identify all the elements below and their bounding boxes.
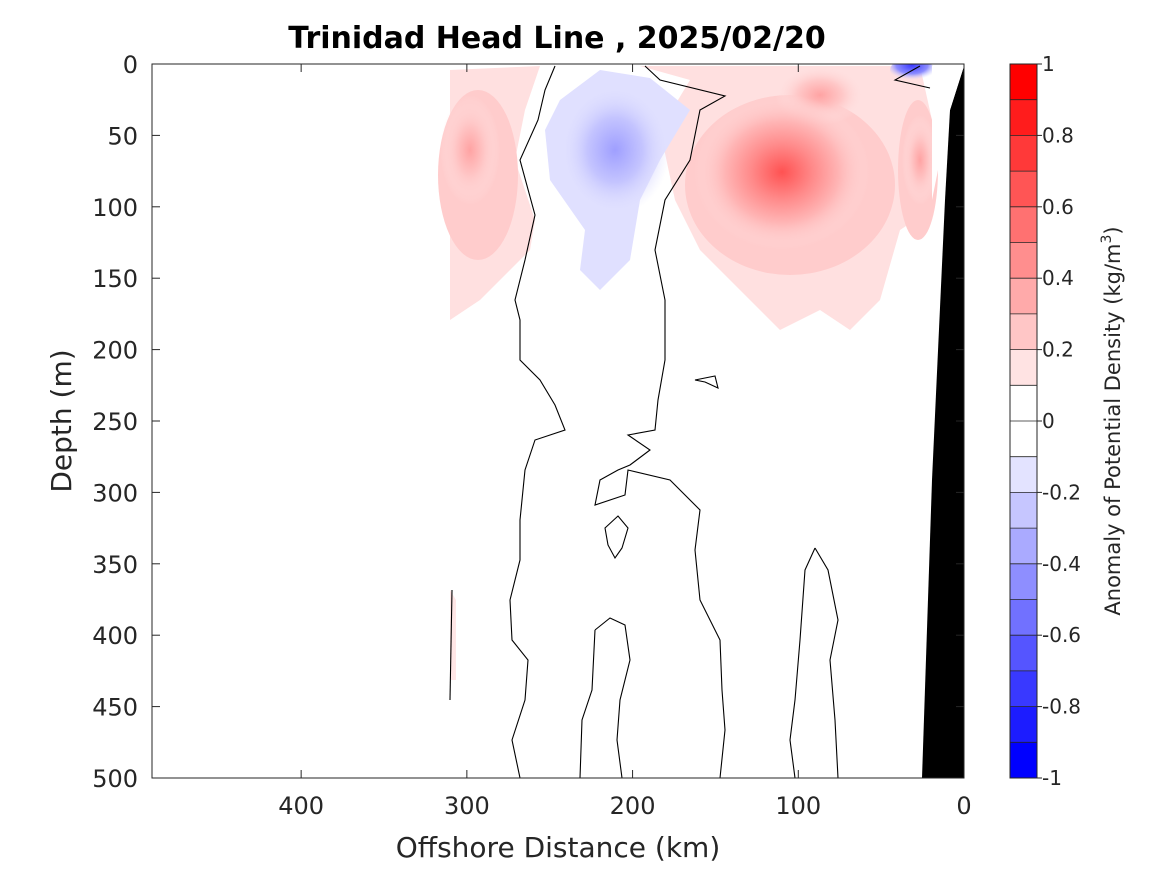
x-tick-label: 400 [278, 792, 324, 820]
colorbar-tick-label: -0.2 [1042, 480, 1081, 504]
contour-line [604, 515, 629, 560]
colorbar-swatch [1010, 528, 1037, 565]
contour-line [893, 65, 931, 89]
colorbar-tick-label: 0.6 [1042, 195, 1074, 219]
colorbar-swatch [1010, 670, 1037, 708]
colorbar-swatch [1010, 99, 1037, 136]
contour-line [814, 547, 839, 778]
colorbar-swatch [1010, 599, 1037, 636]
positive-anomaly-core [694, 94, 870, 250]
contour-line [789, 547, 816, 778]
bathymetry-seafloor [922, 66, 964, 778]
contour-line [579, 629, 596, 778]
y-tick-label: 150 [92, 265, 138, 293]
contour-line [449, 589, 453, 701]
colorbar-label-main: Anomaly of Potential Density (kg/m [1101, 244, 1125, 616]
y-tick-label: 350 [92, 551, 138, 579]
colorbar-swatch [1010, 635, 1037, 672]
colorbar-swatch [1010, 563, 1037, 600]
colorbar-tick-label: 0.2 [1042, 338, 1074, 362]
colorbar-label-superscript: 3 [1099, 235, 1115, 244]
colorbar-tick-label: 0.8 [1042, 123, 1074, 147]
contour-line [594, 65, 727, 778]
colorbar-tick-label: -0.4 [1042, 552, 1081, 576]
coast-white-wedge [932, 66, 964, 200]
colorbar-label-suffix: ) [1101, 226, 1125, 234]
y-tick-label: 50 [107, 122, 138, 150]
colorbar-swatch [1010, 456, 1037, 493]
colorbar-tick-label: 0.4 [1042, 266, 1074, 290]
y-tick-label: 450 [92, 694, 138, 722]
colorbar-swatch [1010, 135, 1037, 172]
y-tick-label: 250 [92, 408, 138, 436]
contour-line [594, 617, 631, 778]
zero-contours [449, 65, 931, 778]
colorbar-swatch [1010, 706, 1037, 743]
colorbar-swatch [1010, 313, 1037, 351]
colorbar-swatch [1010, 171, 1037, 208]
x-tick-label: 0 [956, 792, 971, 820]
colorbar-swatch [1010, 64, 1037, 101]
contour-line [694, 375, 719, 389]
y-axis-label: Depth (m) [45, 349, 78, 492]
colorbar-label: Anomaly of Potential Density (kg/m3) [1099, 226, 1125, 615]
y-tick-label: 300 [92, 479, 138, 507]
x-tick-label: 200 [610, 792, 656, 820]
colorbar-swatch [1010, 278, 1037, 315]
negative-anomaly-surface [890, 64, 934, 82]
anomaly-field [438, 64, 938, 680]
chart-title: Trinidad Head Line , 2025/02/20 [288, 21, 825, 56]
y-tick-label: 100 [92, 194, 138, 222]
colorbar-tick-label: 1 [1042, 52, 1055, 76]
y-tick-label: 500 [92, 765, 138, 793]
colorbar-swatch [1010, 385, 1037, 422]
colorbar-tick-label: -0.6 [1042, 623, 1081, 647]
y-tick-label: 0 [123, 51, 138, 79]
colorbar-tick-label: -0.8 [1042, 695, 1081, 719]
x-tick-label: 100 [775, 792, 821, 820]
colorbar-swatch [1010, 492, 1037, 529]
negative-anomaly-core [560, 85, 670, 215]
axis-ticks: 400 300 200 100 0 0 50 100 150 200 250 300 350 400 450… [92, 51, 971, 820]
colorbar: 1 0.8 0.6 0.4 0.2 0 -0.2 -0.4 -0.6 -0.8 -1 [1009, 52, 1081, 790]
colorbar-swatch [1010, 349, 1037, 386]
positive-anomaly-inshore-core [902, 115, 938, 205]
colorbar-swatch [1010, 742, 1037, 779]
colorbar-swatch [1010, 421, 1037, 458]
colorbar-tick-label: -1 [1042, 766, 1062, 790]
y-tick-label: 200 [92, 337, 138, 365]
positive-anomaly-offshore-core [440, 95, 500, 205]
x-axis-label: Offshore Distance (km) [396, 831, 721, 864]
x-tick-label: 300 [444, 792, 490, 820]
colorbar-swatch [1010, 242, 1037, 279]
contour-line [509, 65, 566, 778]
colorbar-swatch [1010, 206, 1037, 243]
colorbar-tick-label: 0 [1042, 409, 1055, 433]
y-tick-label: 400 [92, 622, 138, 650]
